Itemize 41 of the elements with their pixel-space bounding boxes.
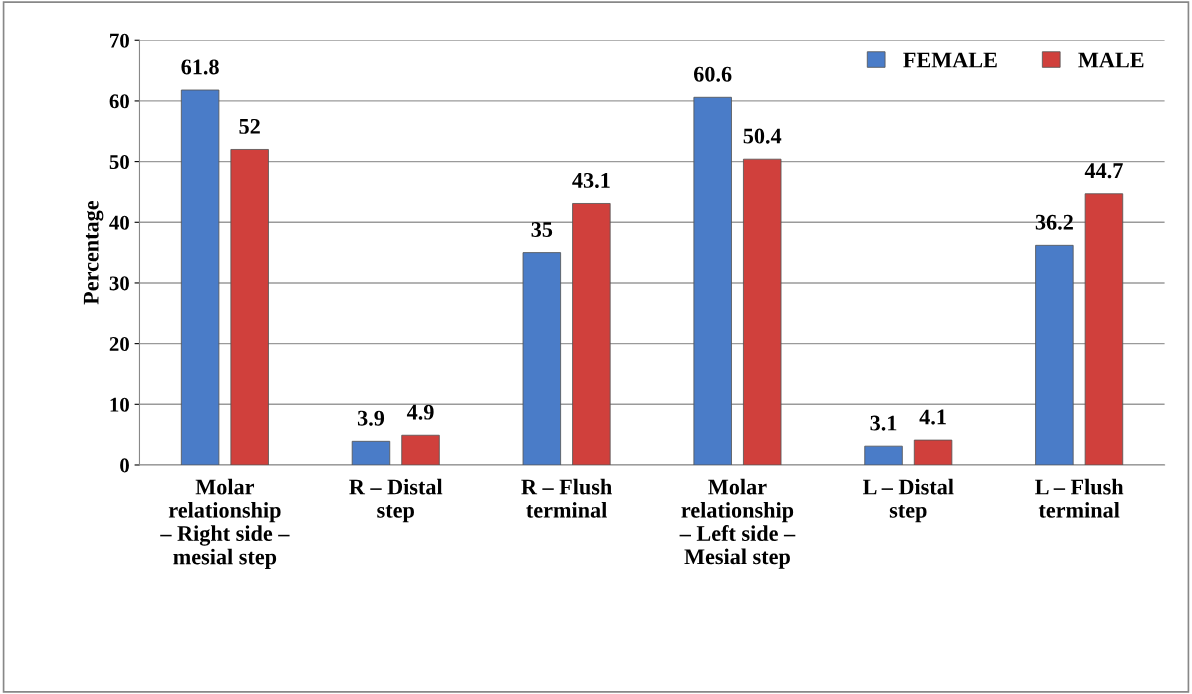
bar [351,440,391,465]
y-tick-label: 30 [109,276,129,291]
data-label: 52 [239,118,260,134]
data-label: 4.9 [406,404,434,420]
bar [864,445,903,465]
data-label: 35 [531,222,553,237]
bar [693,96,732,465]
y-tick-label: 70 [110,33,129,48]
x-tick-label: R – Distal step [349,478,443,523]
bar [230,149,269,465]
bar [1035,244,1074,465]
y-tick-label: 50 [109,154,129,170]
legend-label: MALE [1078,52,1144,68]
x-tick-label: R – Flush terminal [521,478,612,518]
bar [743,158,782,465]
bar [572,203,611,465]
data-label: 60.6 [693,66,732,82]
y-axis-title: Percentage [83,200,104,305]
data-label: 43.1 [572,172,610,188]
data-label: 44.7 [1084,163,1123,179]
y-tick-label: 20 [109,337,129,352]
bar [522,252,562,465]
data-label: 3.1 [870,415,897,431]
x-tick-label: Molar relationship – Right side – mesial step [160,478,290,569]
y-tick-label: 40 [109,215,129,230]
x-tick-label: L – Flush terminal [1035,478,1124,518]
data-label: 4.1 [919,409,946,425]
x-tick-label: L – Distal step [862,478,954,523]
data-label: 3.9 [357,410,385,426]
data-label: 61.8 [181,59,219,75]
bar [180,89,220,465]
bar [401,434,440,465]
bar [913,439,953,465]
legend-label: FEMALE [903,52,997,68]
data-label: 50.4 [743,128,782,144]
y-tick-label: 0 [120,458,129,473]
y-tick-label: 60 [109,94,129,109]
data-label: 36.2 [1035,214,1073,230]
x-tick-label: Molar relationship – Left side – Mesial step [679,478,796,569]
y-tick-label: 10 [110,397,129,412]
bar [1084,193,1124,465]
